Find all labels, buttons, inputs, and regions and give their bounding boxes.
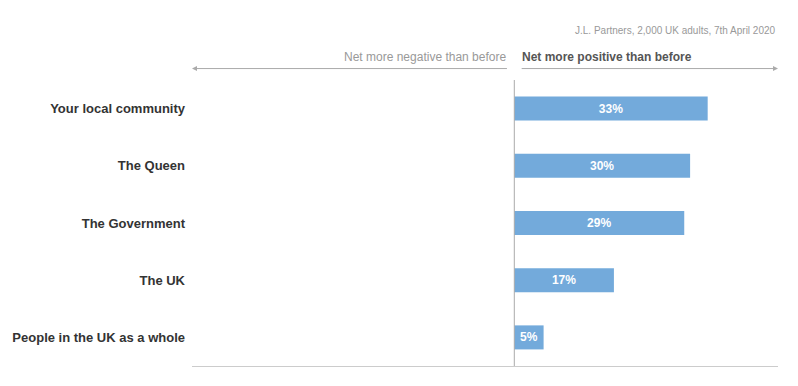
svg-text:Your local community: Your local community <box>50 101 186 116</box>
svg-text:The Queen: The Queen <box>118 158 185 173</box>
svg-text:People in the UK as a whole: People in the UK as a whole <box>12 330 185 345</box>
svg-text:The UK: The UK <box>140 273 186 288</box>
svg-text:29%: 29% <box>587 216 611 230</box>
svg-text:5%: 5% <box>520 330 538 344</box>
svg-text:Net more negative than before: Net more negative than before <box>344 50 506 64</box>
svg-text:J.L. Partners, 2,000 UK adults: J.L. Partners, 2,000 UK adults, 7th Apri… <box>575 25 776 36</box>
svg-text:Net more positive than before: Net more positive than before <box>522 50 692 64</box>
svg-text:17%: 17% <box>552 273 576 287</box>
svg-text:33%: 33% <box>599 102 623 116</box>
svg-text:30%: 30% <box>590 159 614 173</box>
svg-text:The Government: The Government <box>82 216 186 231</box>
